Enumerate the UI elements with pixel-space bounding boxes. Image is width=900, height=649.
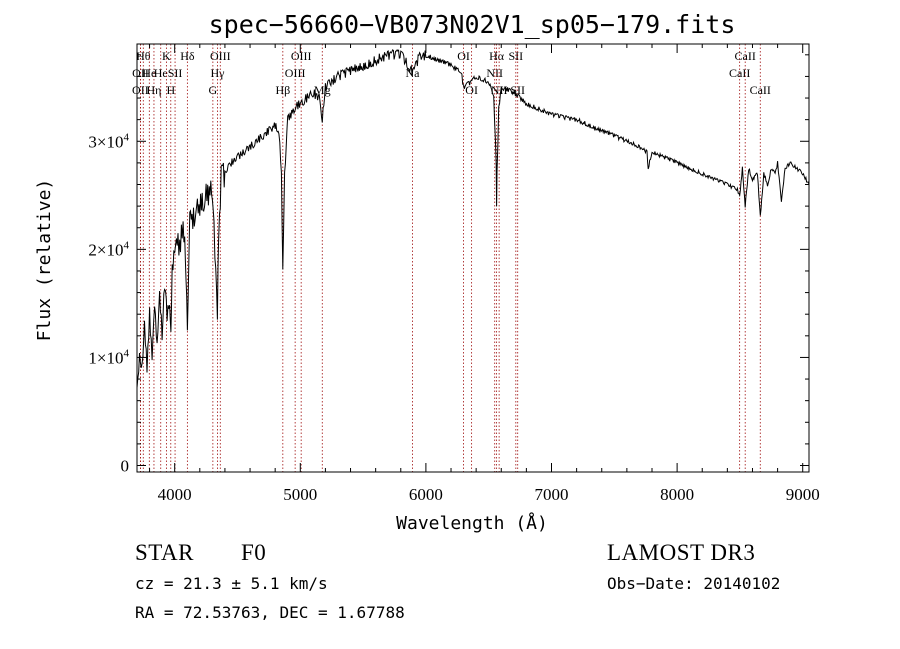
x-tick-label: 9000 (786, 485, 820, 504)
marker-label: Hβ (275, 83, 290, 97)
marker-label: CaII (735, 49, 756, 63)
coordinates: RA = 72.53763, DEC = 1.67788 (135, 603, 405, 622)
survey-name: LAMOST DR3 (607, 540, 755, 565)
marker-label: SII (168, 66, 183, 80)
marker-label: Hθ (136, 49, 151, 63)
marker-label: NII (486, 66, 503, 80)
marker-label: H (166, 83, 175, 97)
line-markers: HθOIIOIIHeHηHeKHSIIHδGHγOIIIHβOIIIOIIIMg… (132, 44, 771, 472)
cz-value: cz = 21.3 ± 5.1 km/s (135, 574, 328, 593)
x-axis-label: Wavelength (Å) (396, 512, 548, 534)
axis-ticks: 4000 5000 6000 7000 8000 9000 0 1×104 2×104 3×104 (88, 44, 820, 504)
marker-label: CaII (729, 66, 750, 80)
x-tick-label: 4000 (158, 485, 192, 504)
x-tick-label: 7000 (535, 485, 569, 504)
x-tick-label: 6000 (409, 485, 443, 504)
y-tick-label: 2×104 (88, 239, 129, 259)
marker-label: He (142, 66, 156, 80)
marker-label: He (154, 66, 168, 80)
y-axis-label: Flux (relative) (34, 179, 55, 342)
marker-label: OIII (285, 66, 306, 80)
y-tick-label: 3×104 (88, 131, 129, 151)
marker-label: K (162, 49, 171, 63)
chart-title: spec−56660−VB073N02V1_sp05−179.fits (209, 10, 736, 39)
spectrum-line (136, 48, 810, 388)
spectrum-series (136, 48, 810, 388)
subclass: F0 (241, 540, 266, 565)
y-tick-label: 1×104 (88, 347, 129, 367)
marker-label: Hη (146, 83, 161, 97)
y-tick-label: 0 (121, 457, 130, 476)
marker-label: G (209, 83, 218, 97)
x-tick-label: 5000 (283, 485, 317, 504)
marker-label: OIII (210, 49, 231, 63)
marker-label: OI (465, 83, 478, 97)
marker-label: Hδ (180, 49, 195, 63)
marker-label: Hα (489, 49, 505, 63)
marker-label: CaII (750, 83, 771, 97)
marker-label: NII (491, 83, 508, 97)
plot-frame (136, 43, 810, 473)
marker-label: OIII (291, 49, 312, 63)
object-class: STAR (135, 540, 194, 565)
marker-label: SII (508, 49, 523, 63)
marker-label: Hγ (211, 66, 226, 80)
marker-label: OII (132, 83, 149, 97)
obs-date: Obs−Date: 20140102 (607, 574, 780, 593)
marker-label: OI (457, 49, 470, 63)
x-tick-label: 8000 (660, 485, 694, 504)
